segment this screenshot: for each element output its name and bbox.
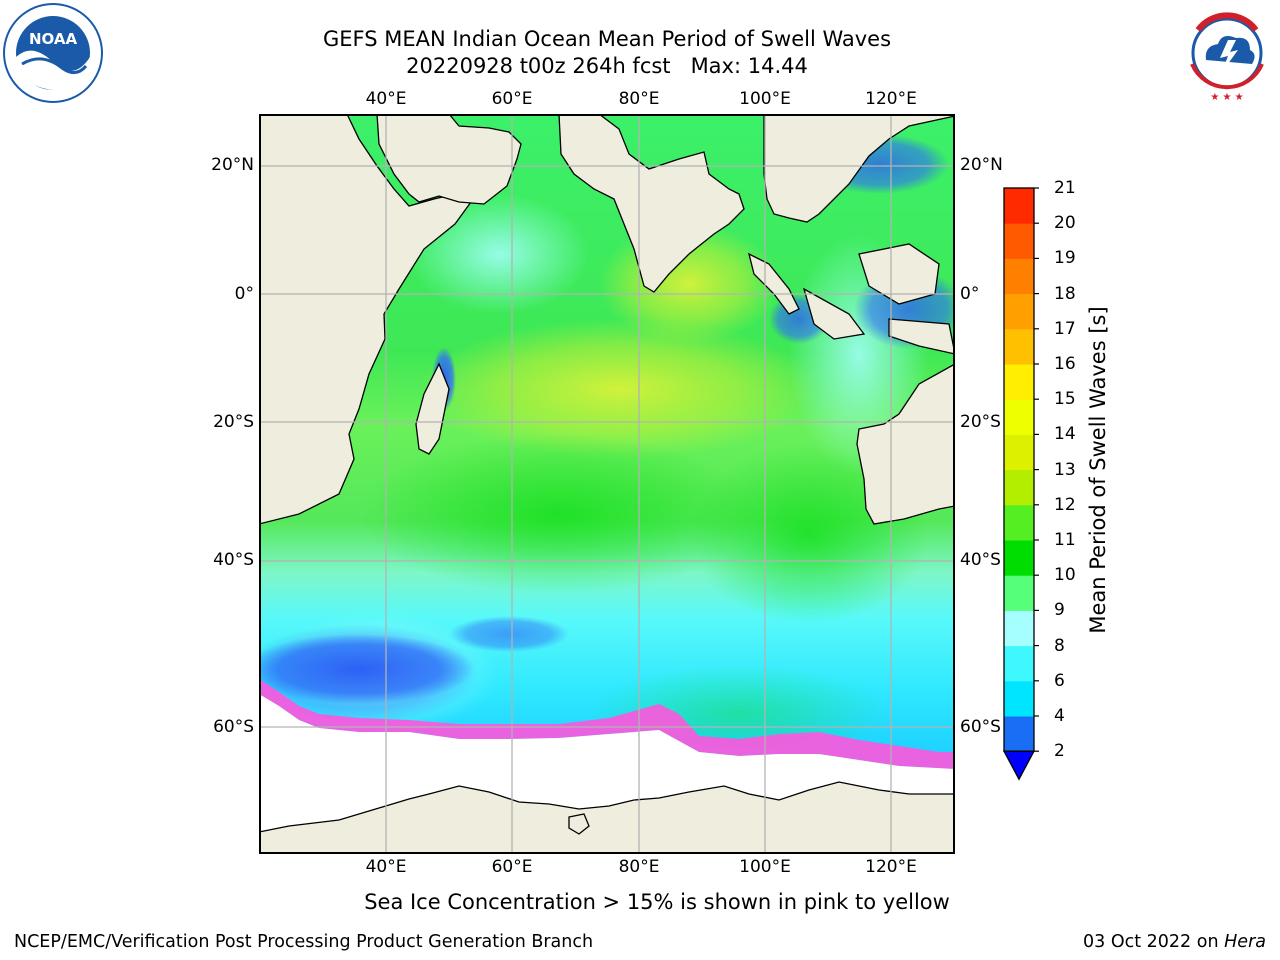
colorbar-tick-label: 8 — [1054, 635, 1065, 656]
map-title: GEFS MEAN Indian Ocean Mean Period of Sw… — [207, 26, 1007, 80]
colorbar-tick-label: 2 — [1054, 741, 1065, 762]
noaa-logo-text: NOAA — [29, 30, 78, 48]
colorbar-tick-label: 12 — [1054, 494, 1076, 515]
colorbar-segment — [1004, 223, 1034, 259]
colorbar-segment — [1004, 680, 1034, 717]
lat-label-left: 20°N — [211, 155, 254, 175]
footer-producer: NCEP/EMC/Verification Post Processing Pr… — [14, 932, 594, 952]
graticule — [259, 114, 955, 854]
colorbar-tick-label: 14 — [1054, 424, 1076, 445]
colorbar-tick-label: 10 — [1054, 565, 1076, 586]
svg-text:★ ★ ★: ★ ★ ★ — [1210, 92, 1243, 103]
colorbar-segment — [1004, 434, 1034, 471]
colorbar-tick-label: 11 — [1054, 530, 1076, 550]
lat-label-left: 40°S — [213, 550, 254, 570]
colorbar-segment — [1004, 258, 1034, 295]
colorbar-segment — [1004, 399, 1034, 435]
colorbar-tick-label: 19 — [1054, 248, 1076, 269]
lat-label-right: 60°S — [960, 717, 1001, 737]
lat-label-left: 60°S — [213, 717, 254, 737]
lon-label-top: 120°E — [865, 89, 917, 109]
lat-label-right: 20°N — [960, 155, 1003, 175]
colorbar-tick-label: 21 — [1054, 178, 1076, 198]
colorbar-segment — [1004, 716, 1034, 752]
colorbar-tick-label: 6 — [1054, 670, 1065, 691]
colorbar-segment — [1004, 188, 1034, 224]
lat-label-right: 20°S — [960, 412, 1001, 432]
lat-label-left: 0° — [234, 284, 254, 304]
colorbar-tick-label: 4 — [1054, 706, 1065, 726]
footer-date-text: 03 Oct 2022 on — [1083, 932, 1219, 952]
title-line-2: 20220928 t00z 264h fcst Max: 14.44 — [406, 54, 808, 78]
lat-label-left: 20°S — [213, 412, 254, 432]
lon-label-top: 100°E — [739, 89, 791, 109]
colorbar-segment — [1004, 645, 1034, 682]
lon-label-top: 80°E — [618, 89, 660, 109]
colorbar-segment — [1004, 504, 1034, 541]
title-line-1: GEFS MEAN Indian Ocean Mean Period of Sw… — [322, 27, 892, 51]
lon-label-top: 40°E — [365, 89, 407, 109]
colorbar-segment — [1004, 293, 1034, 330]
lon-label-top: 60°E — [491, 89, 533, 109]
colorbar-segment — [1004, 469, 1034, 506]
lon-label-bottom: 100°E — [739, 857, 791, 877]
colorbar-segment — [1004, 328, 1034, 365]
lon-label-bottom: 120°E — [865, 857, 917, 877]
lon-label-bottom: 40°E — [365, 857, 407, 877]
colorbar-label: Mean Period of Swell Waves [s] — [1086, 306, 1110, 634]
sea-ice-footnote: Sea Ice Concentration > 15% is shown in … — [364, 890, 950, 914]
colorbar-segment — [1004, 540, 1034, 576]
lat-label-right: 0° — [960, 284, 980, 304]
lat-label-right: 40°S — [960, 550, 1001, 570]
colorbar — [1002, 187, 1039, 781]
colorbar-tick-label: 9 — [1054, 600, 1065, 621]
nws-logo: ★ ★ ★ — [1178, 4, 1276, 103]
lon-label-bottom: 60°E — [491, 857, 533, 877]
colorbar-tick-label: 16 — [1054, 354, 1076, 374]
colorbar-segment — [1004, 575, 1034, 611]
colorbar-tick-label: 18 — [1054, 283, 1076, 304]
swell-period-map — [259, 114, 955, 854]
footer-machine: Hera — [1224, 932, 1266, 952]
colorbar-segment — [1004, 610, 1034, 647]
lon-label-bottom: 80°E — [618, 857, 660, 877]
footer-date: 03 Oct 2022 on Hera — [1083, 932, 1266, 952]
colorbar-extend-arrow — [1002, 750, 1036, 781]
colorbar-tick-label: 20 — [1054, 213, 1076, 234]
colorbar-segment — [1004, 364, 1034, 400]
colorbar-tick-label: 17 — [1054, 318, 1076, 339]
noaa-logo: NOAA — [3, 3, 103, 103]
colorbar-tick-label: 15 — [1054, 389, 1076, 410]
colorbar-tick-label: 13 — [1054, 459, 1076, 480]
